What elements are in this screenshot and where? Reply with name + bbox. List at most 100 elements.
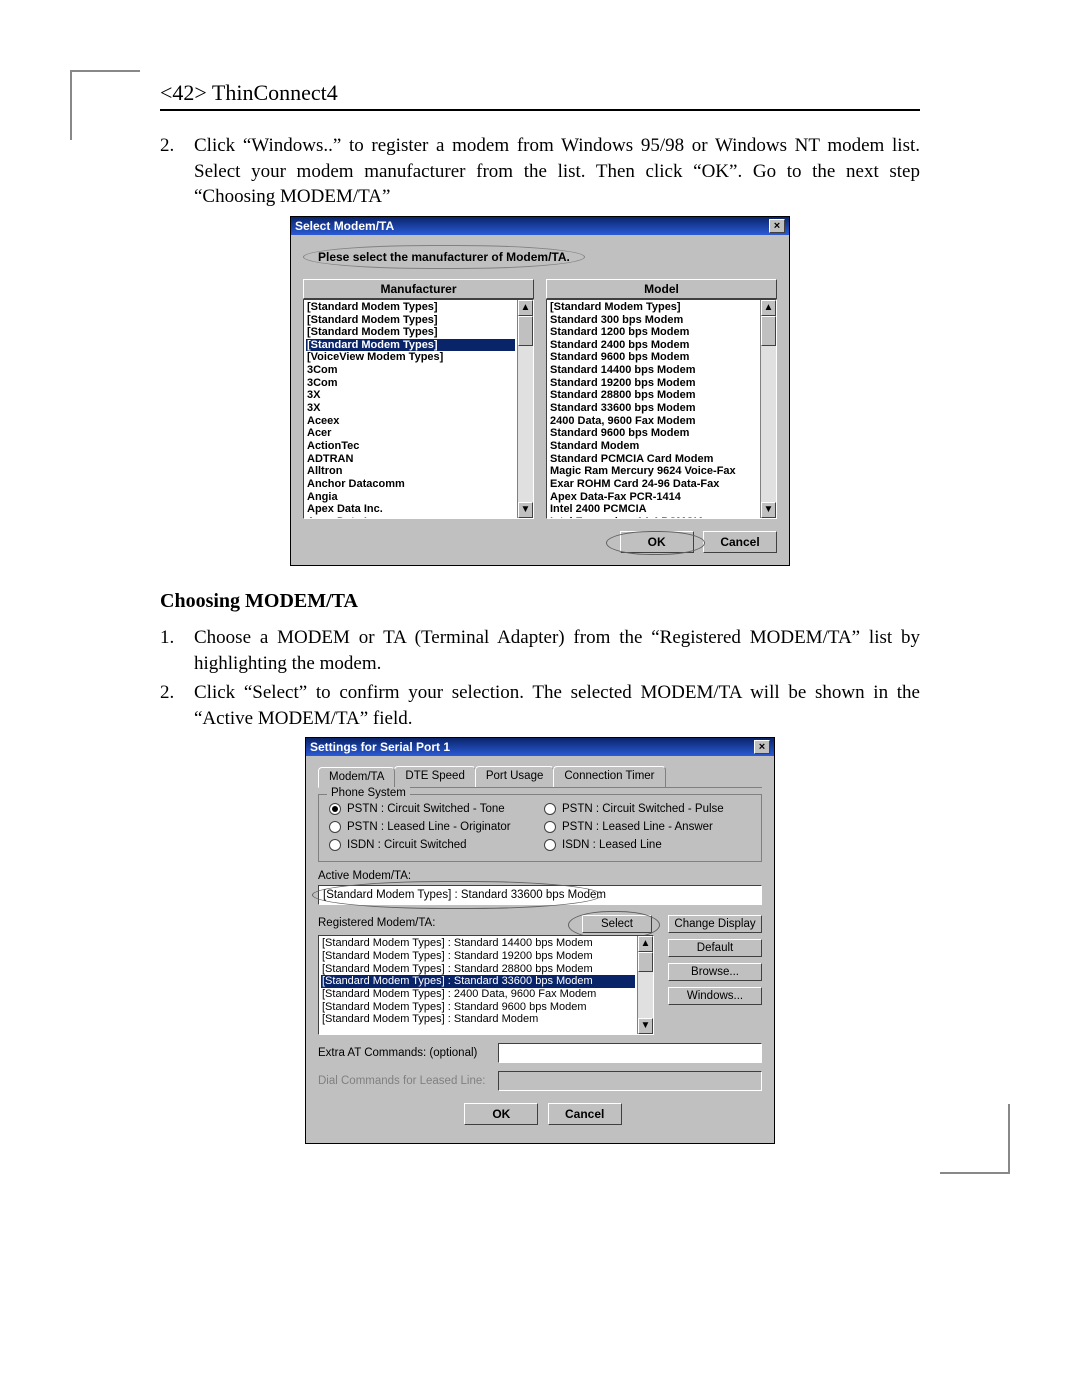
list-item[interactable]: Angia (306, 491, 515, 504)
dial-commands-label: Dial Commands for Leased Line: (318, 1075, 488, 1087)
tab-port-usage[interactable]: Port Usage (475, 766, 555, 787)
list-item[interactable]: [Standard Modem Types] : Standard 19200 … (321, 950, 635, 963)
list-item[interactable]: [Standard Modem Types] (306, 301, 515, 314)
registered-modem-listbox[interactable]: [Standard Modem Types] : Standard 14400 … (318, 935, 654, 1035)
browse-button[interactable]: Browse... (668, 963, 762, 981)
close-icon[interactable]: × (754, 740, 770, 754)
phone-system-radio[interactable]: PSTN : Leased Line - Answer (544, 821, 751, 833)
extra-at-label: Extra AT Commands: (optional) (318, 1047, 488, 1059)
radio-icon (544, 839, 556, 851)
manufacturer-listbox[interactable]: [Standard Modem Types][Standard Modem Ty… (303, 299, 534, 519)
list-item[interactable]: Apex Data Inc. (306, 516, 515, 518)
radio-label: PSTN : Circuit Switched - Tone (347, 803, 505, 815)
scroll-thumb[interactable] (518, 316, 533, 346)
scrollbar[interactable]: ▲ ▼ (760, 300, 776, 518)
list-item[interactable]: 3X (306, 389, 515, 402)
model-listbox[interactable]: [Standard Modem Types]Standard 300 bps M… (546, 299, 777, 519)
list-item[interactable]: Standard 1200 bps Modem (549, 326, 758, 339)
scroll-up-icon[interactable]: ▲ (518, 300, 533, 316)
scroll-up-icon[interactable]: ▲ (761, 300, 776, 316)
list-item[interactable]: Aceex (306, 415, 515, 428)
list-text: Click “Select” to confirm your selection… (194, 680, 920, 731)
radio-label: ISDN : Circuit Switched (347, 839, 467, 851)
list-item[interactable]: Standard 28800 bps Modem (549, 389, 758, 402)
list-item[interactable]: Acer (306, 427, 515, 440)
windows-button[interactable]: Windows... (668, 987, 762, 1005)
list-item[interactable]: Magic Ram Mercury 9624 Voice-Fax (549, 465, 758, 478)
list-item[interactable]: Anchor Datacomm (306, 478, 515, 491)
list-item[interactable]: [VoiceView Modem Types] (306, 351, 515, 364)
list-item[interactable]: Standard 9600 bps Modem (549, 427, 758, 440)
body-text: 2. Click “Windows..” to register a modem… (160, 133, 920, 210)
list-item[interactable]: Standard 300 bps Modem (549, 314, 758, 327)
list-item[interactable]: Alltron (306, 465, 515, 478)
radio-label: PSTN : Leased Line - Answer (562, 821, 713, 833)
tab-modem-ta[interactable]: Modem/TA (318, 767, 395, 788)
list-item[interactable]: Intel Faxmodem 14.4 PCMCIA (549, 516, 758, 518)
default-button[interactable]: Default (668, 939, 762, 957)
list-text: Click “Windows..” to register a modem fr… (194, 133, 920, 210)
scroll-down-icon[interactable]: ▼ (761, 502, 776, 518)
select-prompt: Plese select the manufacturer of Modem/T… (303, 245, 585, 269)
list-item[interactable]: [Standard Modem Types] : Standard 9600 b… (321, 1001, 635, 1014)
list-item[interactable]: Intel 2400 PCMCIA (549, 503, 758, 516)
close-icon[interactable]: × (769, 219, 785, 233)
list-item[interactable]: [Standard Modem Types] (306, 339, 515, 352)
ok-button[interactable]: OK (620, 531, 694, 553)
radio-label: ISDN : Leased Line (562, 839, 662, 851)
list-item[interactable]: [Standard Modem Types] (306, 326, 515, 339)
list-item[interactable]: [Standard Modem Types] : Standard Modem (321, 1013, 635, 1026)
tab-dte-speed[interactable]: DTE Speed (394, 766, 475, 787)
list-text: Choose a MODEM or TA (Terminal Adapter) … (194, 625, 920, 676)
list-item[interactable]: Standard Modem (549, 440, 758, 453)
list-item[interactable]: Standard 33600 bps Modem (549, 402, 758, 415)
tab-connection-timer[interactable]: Connection Timer (553, 766, 665, 787)
list-item[interactable]: [Standard Modem Types] : Standard 14400 … (321, 937, 635, 950)
scroll-thumb[interactable] (761, 316, 776, 346)
list-item[interactable]: [Standard Modem Types] : Standard 33600 … (321, 975, 635, 988)
body-text: 1. Choose a MODEM or TA (Terminal Adapte… (160, 625, 920, 732)
list-item[interactable]: Standard 19200 bps Modem (549, 377, 758, 390)
cancel-button[interactable]: Cancel (703, 531, 777, 553)
phone-system-radio[interactable]: ISDN : Leased Line (544, 839, 751, 851)
list-number: 2. (160, 680, 194, 731)
list-item[interactable]: Standard PCMCIA Card Modem (549, 453, 758, 466)
list-item[interactable]: Standard 14400 bps Modem (549, 364, 758, 377)
list-item[interactable]: [Standard Modem Types] : 2400 Data, 9600… (321, 988, 635, 1001)
scroll-up-icon[interactable]: ▲ (638, 936, 653, 952)
scroll-down-icon[interactable]: ▼ (638, 1018, 653, 1034)
list-item[interactable]: ADTRAN (306, 453, 515, 466)
list-item[interactable]: 3Com (306, 377, 515, 390)
list-item[interactable]: [Standard Modem Types] (306, 314, 515, 327)
group-label: Phone System (327, 787, 410, 799)
scrollbar[interactable]: ▲ ▼ (637, 936, 653, 1034)
section-heading: Choosing MODEM/TA (160, 590, 920, 613)
radio-label: PSTN : Circuit Switched - Pulse (562, 803, 724, 815)
list-item[interactable]: Standard 9600 bps Modem (549, 351, 758, 364)
cancel-button[interactable]: Cancel (548, 1103, 622, 1125)
list-item[interactable]: ActionTec (306, 440, 515, 453)
scroll-down-icon[interactable]: ▼ (518, 502, 533, 518)
scroll-thumb[interactable] (638, 952, 653, 972)
phone-system-radio[interactable]: PSTN : Circuit Switched - Tone (329, 803, 536, 815)
list-item[interactable]: Standard 2400 bps Modem (549, 339, 758, 352)
list-item[interactable]: 3Com (306, 364, 515, 377)
list-item[interactable]: 3X (306, 402, 515, 415)
radio-icon (544, 821, 556, 833)
phone-system-radio[interactable]: PSTN : Circuit Switched - Pulse (544, 803, 751, 815)
phone-system-radio[interactable]: ISDN : Circuit Switched (329, 839, 536, 851)
active-modem-field: [Standard Modem Types] : Standard 33600 … (318, 885, 762, 905)
list-item[interactable]: Apex Data Inc. (306, 503, 515, 516)
select-modem-dialog: Select Modem/TA × Plese select the manuf… (290, 216, 790, 566)
select-button[interactable]: Select (582, 915, 652, 933)
list-item[interactable]: [Standard Modem Types] : Standard 28800 … (321, 963, 635, 976)
scrollbar[interactable]: ▲ ▼ (517, 300, 533, 518)
phone-system-radio[interactable]: PSTN : Leased Line - Originator (329, 821, 536, 833)
ok-button[interactable]: OK (464, 1103, 538, 1125)
change-display-button[interactable]: Change Display (668, 915, 762, 933)
extra-at-field[interactable] (498, 1043, 762, 1063)
list-item[interactable]: Apex Data-Fax PCR-1414 (549, 491, 758, 504)
list-item[interactable]: 2400 Data, 9600 Fax Modem (549, 415, 758, 428)
list-item[interactable]: Exar ROHM Card 24-96 Data-Fax (549, 478, 758, 491)
list-item[interactable]: [Standard Modem Types] (549, 301, 758, 314)
